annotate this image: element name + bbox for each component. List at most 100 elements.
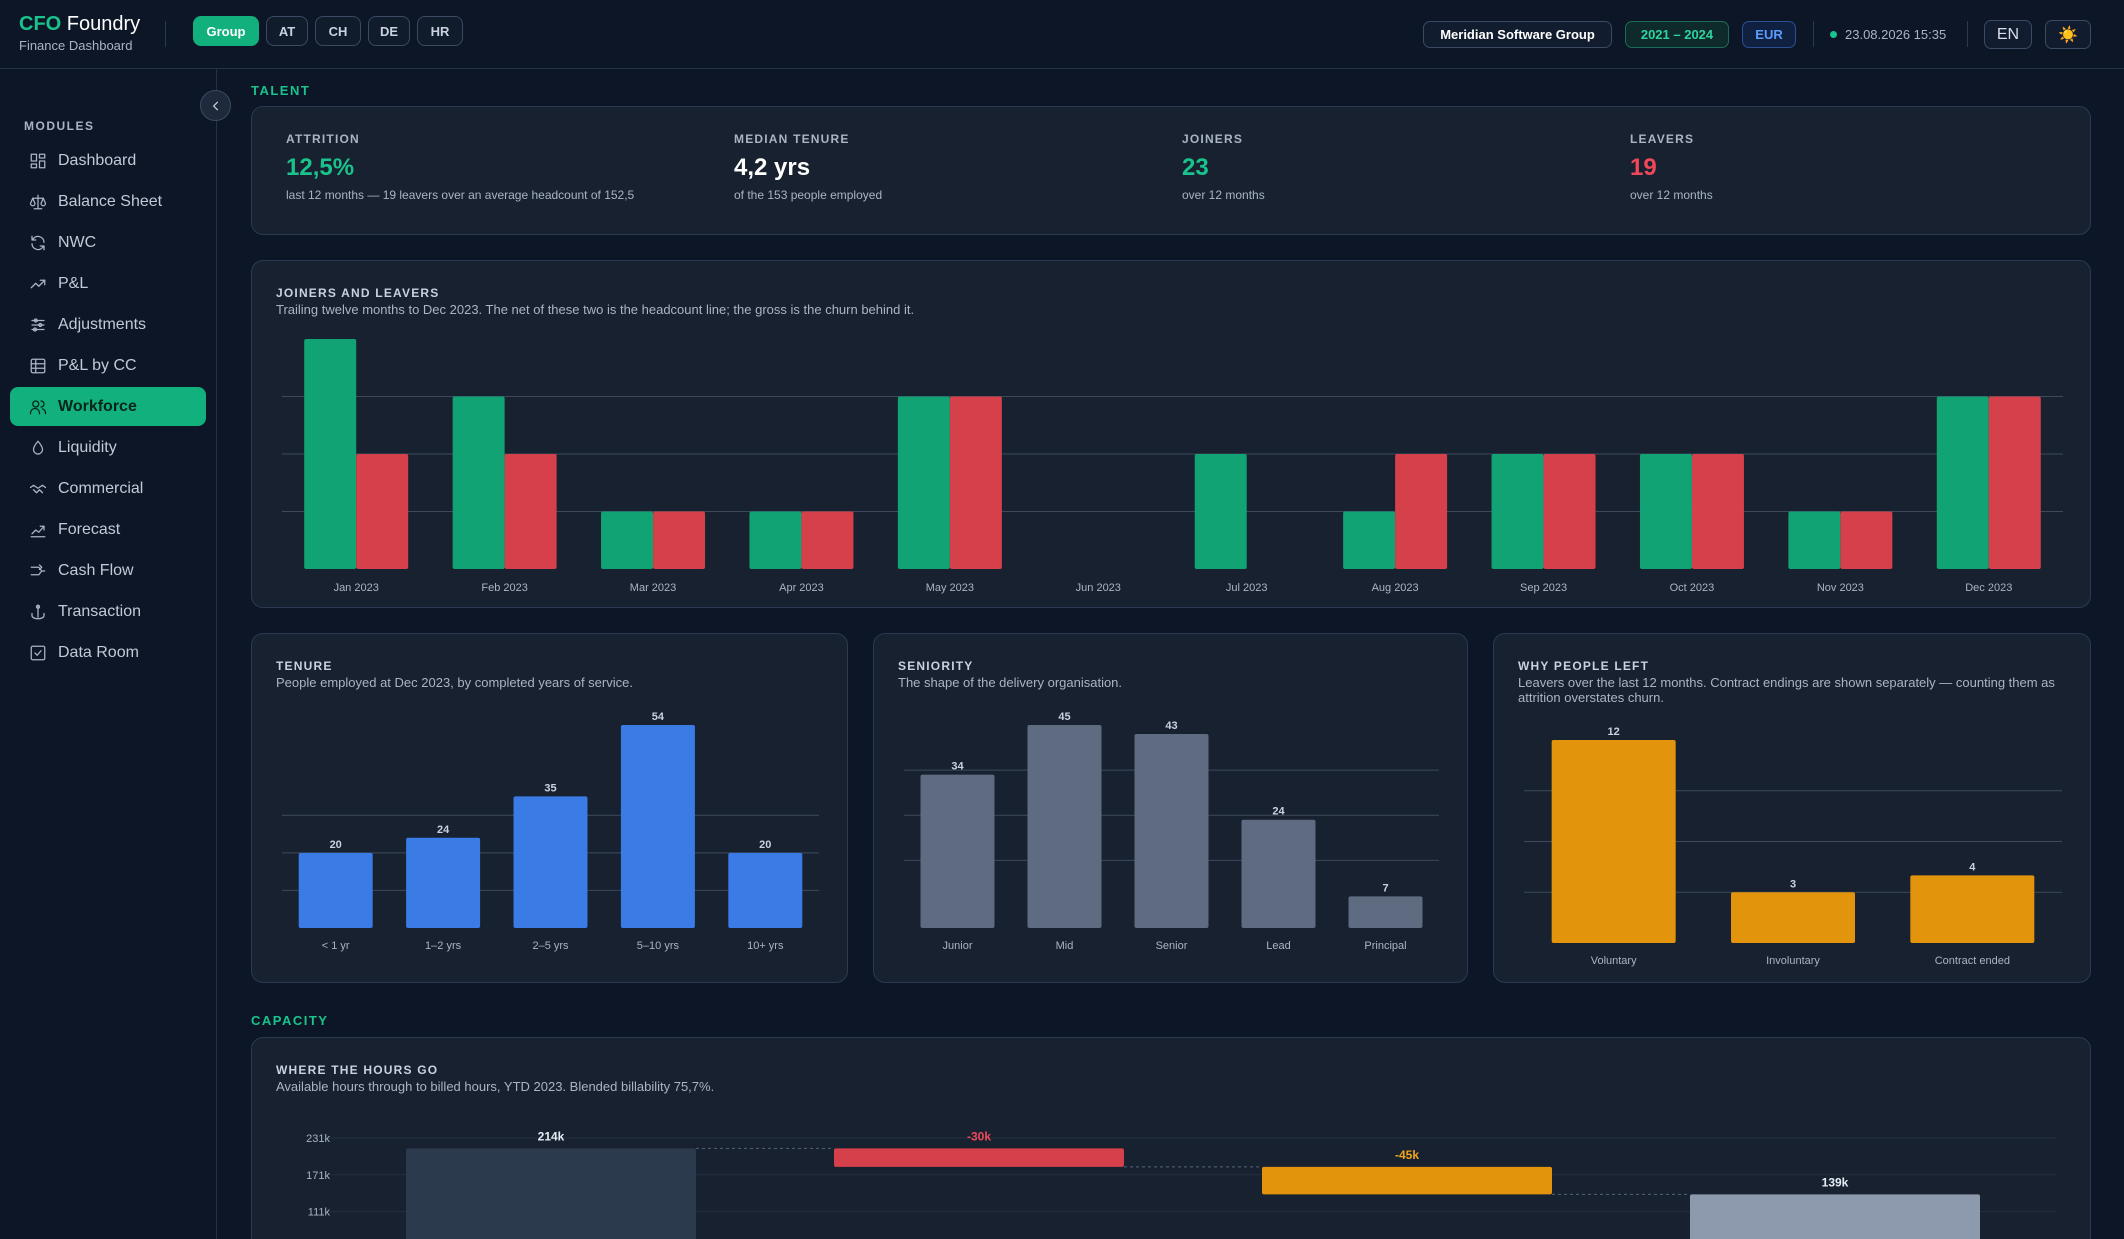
x-tick-label: Dec 2023 — [1965, 582, 2012, 594]
sidebar-item-forecast[interactable]: Forecast — [10, 510, 206, 549]
bar — [1731, 892, 1855, 943]
kpi-value: 19 — [1630, 154, 1657, 181]
x-tick-label: Jan 2023 — [334, 582, 379, 594]
kpi-attrition: ATTRITION 12,5% last 12 months — 19 leav… — [286, 132, 634, 202]
kpi-leavers: LEAVERS 19 over 12 months — [1630, 132, 1713, 202]
waterfall-bar — [834, 1148, 1124, 1167]
sidebar-item-balance-sheet[interactable]: Balance Sheet — [10, 182, 206, 221]
bar — [1910, 875, 2035, 943]
leavers-bar — [653, 511, 706, 569]
sidebar-item-transaction[interactable]: Transaction — [10, 592, 206, 631]
section-title-talent: TALENT — [251, 83, 311, 98]
joiners-bar — [1936, 396, 1989, 569]
data-label: 45 — [1058, 711, 1070, 723]
language-button[interactable]: EN — [1984, 20, 2032, 49]
bar — [728, 852, 803, 928]
why-people-left-card: WHY PEOPLE LEFT Leavers over the last 12… — [1493, 633, 2091, 983]
bar — [1348, 896, 1423, 928]
joiners-bar — [1491, 454, 1544, 569]
handshake-icon — [29, 484, 47, 493]
joiners-leavers-chart: Jan 2023 Feb 2023 Mar 2023 Apr 2023 May 2023… — [282, 339, 2063, 594]
sidebar-item-label: NWC — [58, 233, 97, 251]
kpi-label: ATTRITION — [286, 132, 360, 146]
theme-toggle-button[interactable]: ☀️ — [2045, 20, 2091, 49]
kpi-sub: over 12 months — [1630, 188, 1713, 202]
sidebar-item-label: Forecast — [58, 520, 121, 538]
waterfall-bar — [1690, 1194, 1980, 1239]
x-tick-label: Principal — [1364, 940, 1406, 952]
joiners-bar — [601, 511, 654, 569]
brand[interactable]: CFO Foundry Finance Dashboard — [19, 12, 140, 53]
sidebar-item-data-room[interactable]: Data Room — [10, 633, 206, 672]
data-label: 4 — [1969, 861, 1976, 873]
sidebar-item-label: Data Room — [58, 643, 139, 661]
bar — [298, 852, 373, 928]
scope-tab-group[interactable]: Group — [193, 16, 259, 46]
sidebar-item-cash-flow[interactable]: Cash Flow — [10, 551, 206, 590]
sidebar-item-label: Adjustments — [58, 315, 147, 333]
bar — [406, 837, 481, 928]
sidebar-item-label: Liquidity — [58, 438, 117, 456]
sidebar-item-workforce[interactable]: Workforce — [10, 387, 206, 426]
x-tick-label: Senior — [1156, 940, 1188, 952]
kpi-label: MEDIAN TENURE — [734, 132, 850, 146]
droplet-icon — [32, 440, 44, 455]
chart-title: TENURE — [276, 659, 333, 673]
scope-tab-at[interactable]: AT — [266, 16, 308, 46]
kpi-sub: over 12 months — [1182, 188, 1265, 202]
kpi-value: 4,2 yrs — [734, 154, 811, 181]
data-label: 7 — [1382, 882, 1388, 894]
x-tick-label: Voluntary — [1591, 955, 1637, 967]
tenure-card: TENURE People employed at Dec 2023, by c… — [251, 633, 848, 983]
sidebar-item-pnl-by-cc[interactable]: P&L by CC — [10, 346, 206, 385]
sidebar-item-dashboard[interactable]: Dashboard — [10, 141, 206, 180]
sidebar-item-nwc[interactable]: NWC — [10, 223, 206, 262]
hours-waterfall-chart: 231k 171k 111k 214k -30k -45k 139k — [306, 1129, 2057, 1239]
kpi-median-tenure: MEDIAN TENURE 4,2 yrs of the 153 people … — [734, 132, 882, 202]
joiners-bar — [452, 396, 505, 569]
chart-subtitle: Leavers over the last 12 months. Contrac… — [1518, 675, 2055, 705]
divider — [1813, 21, 1814, 47]
data-label: 20 — [330, 839, 342, 851]
x-tick-label: May 2023 — [926, 582, 974, 594]
x-tick-label: Aug 2023 — [1372, 582, 1419, 594]
users-icon — [29, 399, 47, 414]
refresh-icon — [31, 235, 45, 250]
joiners-bar — [1194, 454, 1247, 569]
leavers-bar — [1395, 454, 1448, 569]
company-selector[interactable]: Meridian Software Group — [1423, 21, 1612, 48]
arrows-split-icon — [30, 563, 46, 575]
hours-card: WHERE THE HOURS GO Available hours throu… — [251, 1037, 2091, 1239]
scope-tab-ch[interactable]: CH — [315, 16, 361, 46]
sliders-icon — [31, 317, 45, 332]
data-label: 43 — [1165, 720, 1177, 732]
data-label: 214k — [538, 1129, 565, 1143]
sidebar-collapse-button[interactable] — [200, 90, 231, 121]
joiners-bar — [1639, 454, 1692, 569]
brand-name: Foundry — [66, 13, 141, 35]
x-tick-label: Lead — [1266, 940, 1290, 952]
sidebar-item-label: P&L by CC — [58, 356, 137, 374]
sidebar-item-label: Transaction — [58, 602, 141, 620]
scope-tab-de[interactable]: DE — [368, 16, 410, 46]
data-label: 35 — [544, 782, 556, 794]
sidebar-item-label: Commercial — [58, 479, 144, 497]
x-tick-label: 2–5 yrs — [532, 940, 569, 952]
joiners-bar — [897, 396, 950, 569]
data-label: 34 — [951, 761, 964, 773]
bar — [513, 796, 588, 928]
sidebar-item-adjustments[interactable]: Adjustments — [10, 305, 206, 344]
chart-title: WHERE THE HOURS GO — [276, 1063, 439, 1077]
divider — [165, 21, 166, 47]
data-label: 12 — [1608, 726, 1620, 738]
year-range-selector[interactable]: 2021 – 2024 — [1625, 21, 1729, 48]
currency-selector[interactable]: EUR — [1742, 21, 1796, 48]
kpi-label: LEAVERS — [1630, 132, 1695, 146]
x-tick-label: Jun 2023 — [1076, 582, 1121, 594]
scope-tab-hr[interactable]: HR — [417, 16, 463, 46]
sidebar-item-commercial[interactable]: Commercial — [10, 469, 206, 508]
sidebar-item-pnl[interactable]: P&L — [10, 264, 206, 303]
sidebar-item-liquidity[interactable]: Liquidity — [10, 428, 206, 467]
kpi-sub: of the 153 people employed — [734, 188, 883, 202]
sidebar-item-label: P&L — [58, 274, 89, 292]
